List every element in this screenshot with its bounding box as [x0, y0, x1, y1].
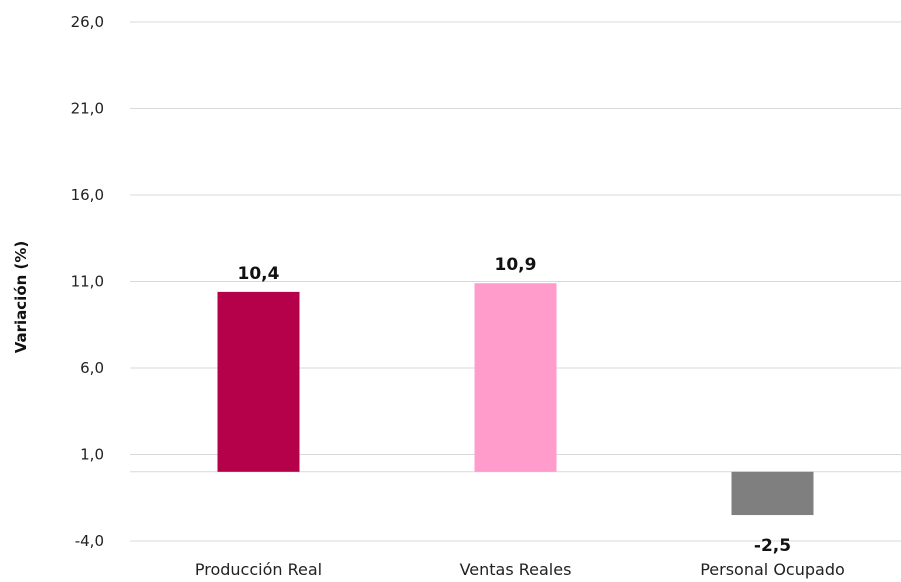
- data-labels: 10,4 10,9 -2,5: [238, 255, 792, 556]
- x-category-label: Ventas Reales: [460, 560, 572, 579]
- data-label: 10,4: [238, 264, 280, 284]
- x-category-label: Personal Ocupado: [700, 560, 845, 579]
- bar: [217, 291, 300, 472]
- bar: [731, 471, 814, 516]
- y-axis-title: Variación (%): [12, 241, 30, 354]
- bar: [474, 283, 557, 472]
- y-tick-label: 21,0: [71, 100, 104, 118]
- y-tick-label: -4,0: [75, 532, 104, 550]
- bars: [217, 283, 814, 516]
- y-tick-label: 6,0: [80, 359, 104, 377]
- y-axis-ticks: 26,0 21,0 16,0 11,0 6,0 1,0 -4,0: [71, 13, 104, 550]
- y-tick-label: 26,0: [71, 13, 104, 31]
- x-category-label: Producción Real: [195, 560, 322, 579]
- data-label: 10,9: [495, 255, 537, 275]
- data-label: -2,5: [754, 536, 791, 556]
- y-tick-label: 16,0: [71, 186, 104, 204]
- y-tick-label: 1,0: [80, 446, 104, 464]
- x-axis-categories: Producción Real Ventas Reales Personal Ocu…: [195, 560, 845, 579]
- y-tick-label: 11,0: [71, 273, 104, 291]
